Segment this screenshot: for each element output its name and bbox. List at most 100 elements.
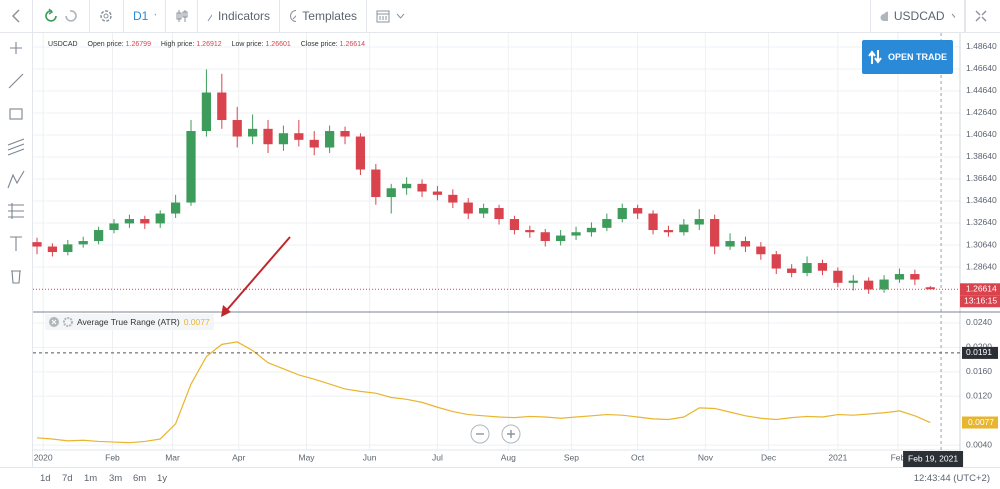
channel-tool[interactable]: [7, 138, 25, 156]
templates-label: Templates: [302, 9, 357, 23]
fibonacci-tool[interactable]: [8, 203, 24, 219]
candle-body: [556, 235, 566, 242]
x-tick-label: 2020: [34, 452, 53, 462]
y-tick-label: 0.0040: [966, 439, 992, 449]
candle-body: [771, 254, 781, 269]
candle-body: [417, 183, 427, 192]
y-tick-label: 1.30640: [966, 239, 997, 249]
candle-body: [663, 230, 674, 233]
candle-body: [294, 133, 304, 140]
candle-body: [694, 219, 704, 225]
y-tick-label: 1.44640: [966, 85, 997, 95]
candle-body: [494, 208, 504, 220]
indicator-settings[interactable]: [63, 317, 73, 327]
candle-body: [217, 92, 227, 121]
candle-body: [340, 131, 350, 137]
range-button[interactable]: 7d: [62, 473, 73, 484]
timeframe-select[interactable]: D1: [124, 0, 166, 33]
symbol-select[interactable]: USDCAD: [870, 0, 965, 33]
fullscreen-button[interactable]: [965, 0, 1000, 33]
candle-body: [479, 208, 489, 214]
candle-body: [617, 208, 627, 220]
candle-body: [509, 219, 520, 231]
y-tick-label: 1.42640: [966, 107, 997, 117]
candle-body: [402, 183, 412, 189]
y-tick-label: 1.34640: [966, 195, 997, 205]
crosshair-tool[interactable]: [10, 42, 22, 54]
candle-body: [525, 230, 535, 233]
x-axis-strip: [33, 450, 960, 467]
info-value: 1.26912: [196, 41, 222, 48]
annotation-arrow: [225, 236, 291, 312]
x-tick-label: Feb: [105, 452, 120, 462]
calendar-button[interactable]: [367, 0, 416, 33]
candle-body: [586, 227, 597, 233]
toolbar: D1 Indicators Templates USDCAD: [0, 0, 1000, 33]
range-button[interactable]: 1m: [84, 473, 98, 484]
candle-body: [155, 213, 165, 224]
candle-body: [32, 242, 42, 247]
x-tick-label: Jul: [432, 452, 443, 462]
countdown-box: [960, 295, 1000, 308]
candle-body: [725, 241, 735, 247]
x-tick-label: Apr: [232, 452, 245, 462]
undo-redo[interactable]: [33, 0, 90, 33]
range-button[interactable]: 3m: [109, 473, 123, 484]
indicator-name: Average True Range (ATR): [77, 317, 180, 327]
x-tick-label: May: [298, 452, 315, 462]
chart-type-button[interactable]: [166, 0, 198, 33]
y-tick-label: 0.0200: [966, 342, 992, 352]
indicator-value: 0.0077: [183, 317, 210, 327]
candle-body: [894, 274, 905, 280]
candle-body: [756, 246, 766, 255]
candle-body: [633, 208, 643, 214]
range-button[interactable]: 1y: [157, 473, 168, 484]
settings-button[interactable]: [90, 0, 124, 33]
pattern-tool[interactable]: [7, 170, 25, 189]
y-tick-label: 1.36640: [966, 173, 997, 183]
open-trade-label: OPEN TRADE: [887, 52, 947, 62]
indicators-button[interactable]: Indicators: [198, 0, 280, 33]
y-tick-label: 0.0160: [966, 366, 992, 376]
candle-body: [925, 287, 935, 290]
range-button[interactable]: 1d: [40, 473, 51, 484]
ohlc-info: USDCAD Open price: 1.26799 High price: 1…: [48, 41, 373, 48]
last-value-box: [962, 416, 998, 429]
templates-button[interactable]: Templates: [280, 0, 367, 33]
x-tick-label: Aug: [501, 452, 516, 462]
zoom-icon: [507, 430, 515, 438]
candle-body: [93, 230, 104, 242]
candle-body: [232, 120, 242, 137]
candle-body: [848, 280, 858, 283]
rectangle-tool[interactable]: [9, 108, 23, 120]
candle-body: [740, 241, 751, 247]
y-tick-label: 1.38640: [966, 151, 997, 161]
trendline-tool[interactable]: [8, 73, 24, 89]
text-tool[interactable]: [10, 236, 22, 251]
y-tick-label: 1.40640: [966, 129, 997, 139]
open-trade-button[interactable]: OPEN TRADE: [862, 40, 953, 74]
candle-body: [278, 133, 289, 145]
candle-body: [787, 268, 797, 273]
symbol: USDCAD: [893, 9, 945, 23]
range-button[interactable]: 6m: [133, 473, 147, 484]
candle-body: [463, 202, 473, 214]
back-button[interactable]: [0, 0, 33, 33]
candle-body: [47, 246, 58, 253]
info-symbol: USDCAD: [48, 41, 78, 48]
candle-body: [571, 232, 581, 236]
crosshair-date-box: [903, 451, 964, 467]
candle-body: [78, 241, 88, 245]
candle-body: [432, 191, 443, 195]
candle-body: [802, 263, 812, 273]
candle-body: [386, 188, 396, 198]
info-label: Low price:: [231, 41, 264, 48]
delete-tool[interactable]: [11, 270, 21, 284]
candle-body: [325, 131, 335, 148]
candle-body: [648, 213, 658, 231]
info-value: 1.26799: [125, 41, 151, 48]
info-label: High price:: [160, 41, 195, 48]
remove-indicator[interactable]: [49, 317, 59, 327]
info-value: 1.26601: [265, 41, 291, 48]
